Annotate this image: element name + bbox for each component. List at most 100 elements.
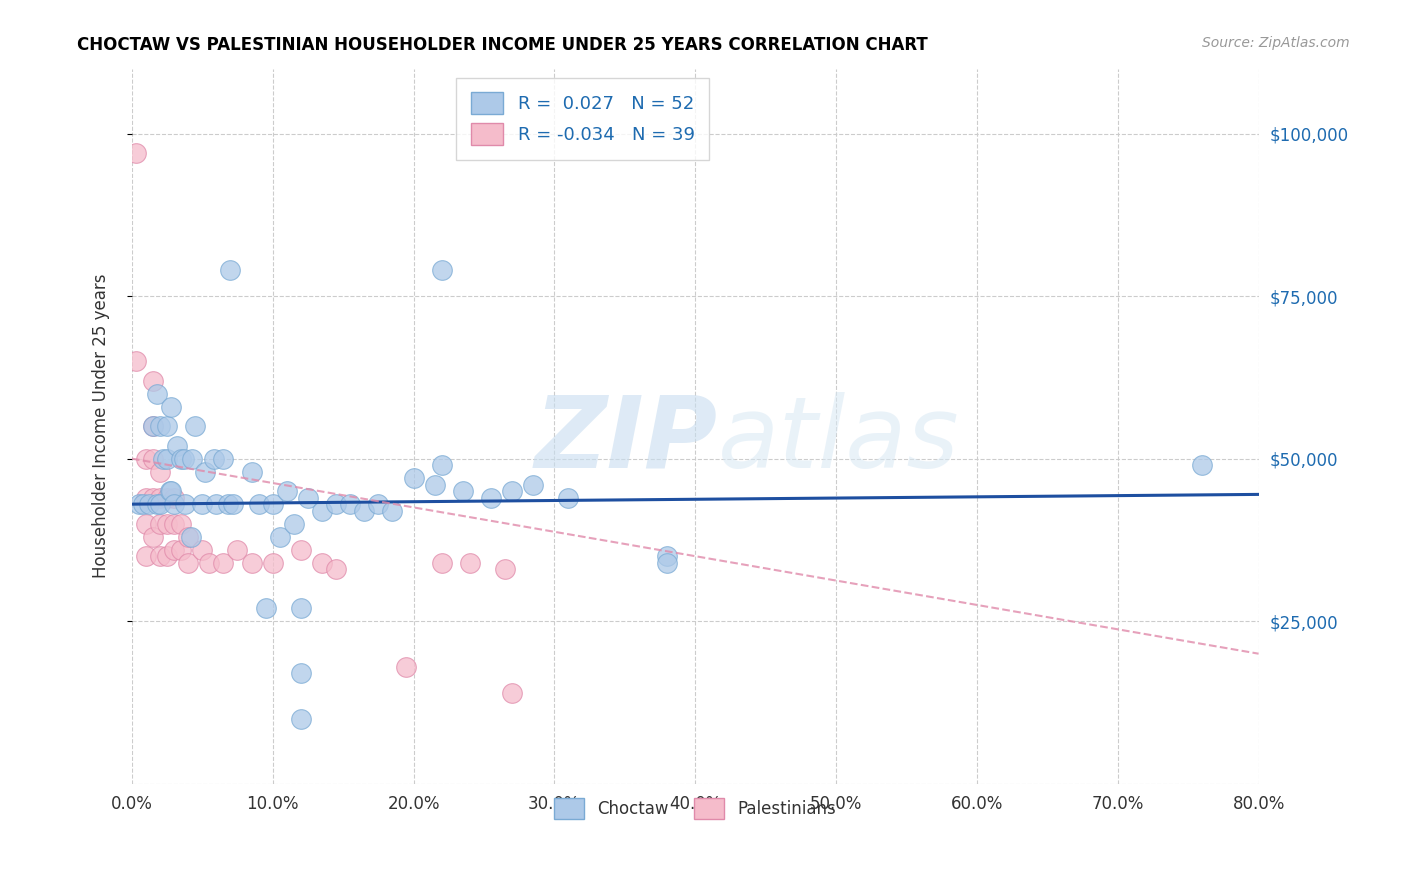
Point [240, 465, 263, 479]
Point [458, 556, 481, 570]
Point [202, 451, 225, 466]
Point [311, 503, 333, 517]
Point [655, 549, 678, 564]
Point [254, 601, 277, 615]
Point [191, 542, 214, 557]
Point [353, 503, 375, 517]
Point [198, 556, 221, 570]
Point [522, 477, 544, 491]
Point [135, 516, 157, 531]
Point [125, 146, 148, 161]
Point [402, 471, 425, 485]
Point [149, 419, 172, 434]
Point [181, 451, 204, 466]
Point [339, 497, 361, 511]
Point [149, 491, 172, 505]
Point [146, 497, 169, 511]
Point [170, 451, 193, 466]
Point [184, 419, 207, 434]
Point [1191, 458, 1213, 472]
Point [557, 491, 579, 505]
Point [180, 530, 202, 544]
Point [138, 497, 160, 511]
Y-axis label: Householder Income Under 25 years: Householder Income Under 25 years [93, 274, 110, 578]
Point [132, 497, 155, 511]
Point [501, 686, 523, 700]
Point [325, 562, 347, 576]
Point [170, 516, 193, 531]
Point [325, 497, 347, 511]
Legend: Choctaw, Palestinians: Choctaw, Palestinians [547, 792, 842, 825]
Point [163, 491, 186, 505]
Point [247, 497, 270, 511]
Point [222, 497, 245, 511]
Point [655, 556, 678, 570]
Point [191, 497, 214, 511]
Point [177, 556, 200, 570]
Point [142, 530, 165, 544]
Point [430, 458, 453, 472]
Point [159, 484, 181, 499]
Point [290, 666, 312, 681]
Point [174, 497, 197, 511]
Point [149, 497, 172, 511]
Point [240, 556, 263, 570]
Point [219, 263, 242, 277]
Point [381, 503, 404, 517]
Point [269, 530, 291, 544]
Point [156, 549, 179, 564]
Point [290, 601, 312, 615]
Point [177, 530, 200, 544]
Point [142, 451, 165, 466]
Point [290, 542, 312, 557]
Point [149, 465, 172, 479]
Point [276, 484, 298, 499]
Point [283, 516, 305, 531]
Text: atlas: atlas [717, 392, 959, 489]
Point [205, 497, 228, 511]
Point [226, 542, 249, 557]
Point [217, 497, 239, 511]
Text: Source: ZipAtlas.com: Source: ZipAtlas.com [1202, 36, 1350, 50]
Point [156, 516, 179, 531]
Point [142, 419, 165, 434]
Point [430, 556, 453, 570]
Point [430, 263, 453, 277]
Point [262, 556, 284, 570]
Point [156, 419, 179, 434]
Point [166, 439, 188, 453]
Point [156, 491, 179, 505]
Point [212, 556, 235, 570]
Point [163, 516, 186, 531]
Point [163, 542, 186, 557]
Point [128, 497, 150, 511]
Point [212, 451, 235, 466]
Point [451, 484, 474, 499]
Point [194, 465, 217, 479]
Point [262, 497, 284, 511]
Point [423, 477, 446, 491]
Point [311, 556, 333, 570]
Point [494, 562, 516, 576]
Point [170, 542, 193, 557]
Point [149, 516, 172, 531]
Point [125, 354, 148, 368]
Point [142, 491, 165, 505]
Text: ZIP: ZIP [534, 392, 717, 489]
Point [135, 491, 157, 505]
Point [156, 451, 179, 466]
Point [173, 451, 195, 466]
Point [142, 374, 165, 388]
Point [135, 451, 157, 466]
Point [501, 484, 523, 499]
Point [152, 451, 174, 466]
Point [290, 712, 312, 726]
Text: CHOCTAW VS PALESTINIAN HOUSEHOLDER INCOME UNDER 25 YEARS CORRELATION CHART: CHOCTAW VS PALESTINIAN HOUSEHOLDER INCOM… [77, 36, 928, 54]
Point [479, 491, 502, 505]
Point [367, 497, 389, 511]
Point [146, 386, 169, 401]
Point [297, 491, 319, 505]
Point [160, 400, 183, 414]
Point [149, 549, 172, 564]
Point [163, 497, 186, 511]
